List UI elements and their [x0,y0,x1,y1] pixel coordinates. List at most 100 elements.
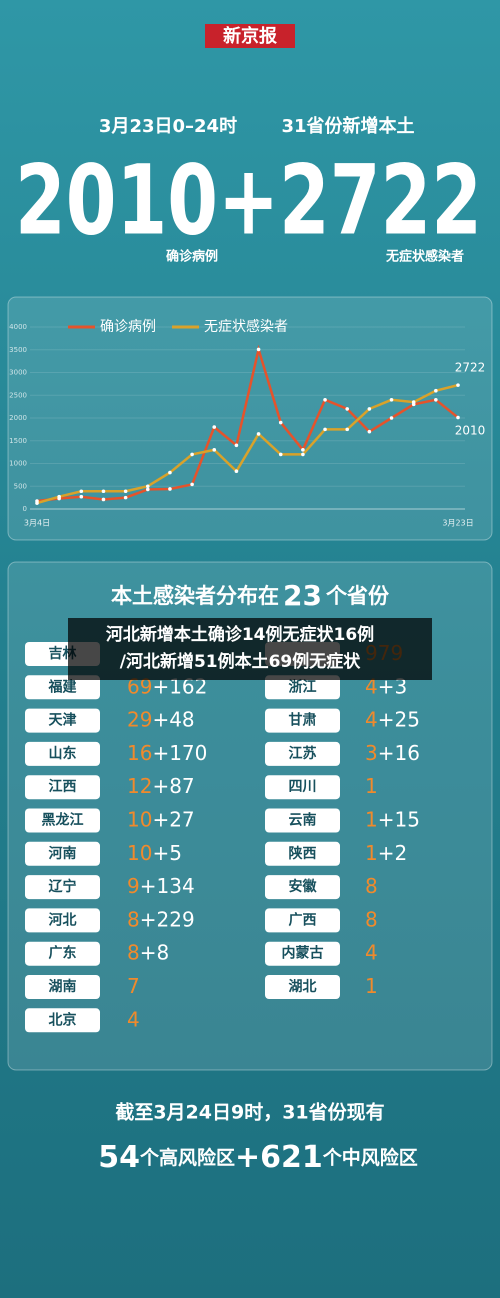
chart: 0 500 1000 1500 2000 2500 3000 3500 4000 3月4日 3月23… [9,318,485,528]
data-point [57,494,61,499]
province-value: 1 [365,974,378,998]
caption-line: 河北新增本土确诊14例无症状16例 [106,624,374,645]
province-pill [25,841,100,866]
data-point [101,497,106,502]
province-pill [265,941,340,966]
y-tick-label: 1500 [9,437,27,445]
footer-line: 截至3月24日9时，31省份现有 [115,1101,384,1124]
confirmed: 8 [127,940,140,964]
province-pill [265,675,340,700]
data-point [367,407,372,411]
y-tick-label: 3500 [9,346,27,354]
province-value: 4 [127,1007,140,1031]
label-confirmed: 确诊病例 [166,249,218,265]
province-pill [25,908,100,933]
data-point [434,388,438,393]
province-value: 10+5 [127,840,182,864]
data-point [123,489,128,494]
province-pill [265,708,340,733]
province-pill [265,841,340,866]
series-line [36,383,459,505]
province-pill [25,741,100,766]
title-count: 23 [283,579,322,612]
province-pill [265,875,340,900]
data-point [123,495,128,500]
footer-part: 个高风险区 [139,1146,235,1169]
province-name: 福建 [48,678,77,695]
data-point [367,429,372,434]
legend-label: 确诊病例 [100,319,156,335]
province-value: 4+25 [365,707,420,731]
caption-line: /河北新增51例本土69例无症状 [120,651,362,672]
asymptomatic: +27 [152,807,194,831]
chart-panel [7,296,493,541]
subtitle-date: 3月23日0–24时 [99,116,237,137]
data-point [190,452,194,457]
confirmed: 12 [127,774,152,798]
data-point [345,407,350,411]
confirmed: 4 [127,1007,140,1031]
province-name: 江西 [49,778,77,795]
data-point [301,448,305,452]
province-pill [265,908,340,933]
data-point [345,427,350,432]
footer-part: + [235,1140,260,1175]
province-value: 3+16 [365,740,420,764]
end-label: 2722 [455,361,486,375]
province-name: 内蒙古 [282,945,324,962]
confirmed: 8 [127,907,140,931]
y-tick-label: 4000 [9,323,27,331]
province-pill [25,875,100,900]
caption-band [68,618,432,680]
province-value: 8 [365,874,378,898]
data-point [234,443,239,448]
province-pill [25,808,100,833]
footer-part: 个中风险区 [322,1146,418,1169]
confirmed: 4 [365,940,378,964]
province-pill [265,808,340,833]
province-value: 1 [365,774,378,798]
province-value: 8+229 [127,907,195,931]
data-point [234,469,239,474]
headline-figures: 2010+2722 [15,144,482,256]
data-point [168,487,172,491]
province-value: 29+48 [127,707,195,731]
confirmed: 10 [127,807,152,831]
x-tick-label: 3月4日 [24,519,50,528]
province-name: 浙江 [289,678,317,695]
province-pill [265,741,340,766]
y-tick-label: 2500 [9,391,27,399]
table-title: 本土感染者分布在 23 个省份 [111,579,390,612]
province-pill [25,675,100,700]
confirmed: 7 [127,974,140,998]
province-value: 9+134 [127,874,195,898]
asymptomatic: +87 [152,774,194,798]
data-point [456,415,460,420]
province-name: 山东 [49,745,77,762]
asymptomatic: +8 [140,940,169,964]
confirmed: 10 [127,840,152,864]
province-name: 安徽 [289,878,318,895]
data-point [145,487,150,492]
y-tick-label: 1000 [9,460,27,468]
asymptomatic: +2 [378,840,407,864]
data-point [168,470,172,475]
data-point [35,501,39,505]
data-point [389,398,394,402]
data-point [79,494,84,499]
y-tick-label: 2000 [9,414,27,422]
confirmed: 9 [127,874,140,898]
province-name: 广西 [289,911,317,928]
asymptomatic: +134 [140,874,195,898]
confirmed: 3 [365,740,378,764]
province-name: 河南 [49,845,77,862]
province-pill [25,975,100,999]
x-tick-label: 3月23日 [442,519,473,528]
province-value: 1+15 [365,807,420,831]
data-point [456,383,460,387]
province-pill [25,708,100,733]
province-pill [265,975,340,999]
asymptomatic: +229 [140,907,195,931]
title-part: 个省份 [326,584,390,608]
